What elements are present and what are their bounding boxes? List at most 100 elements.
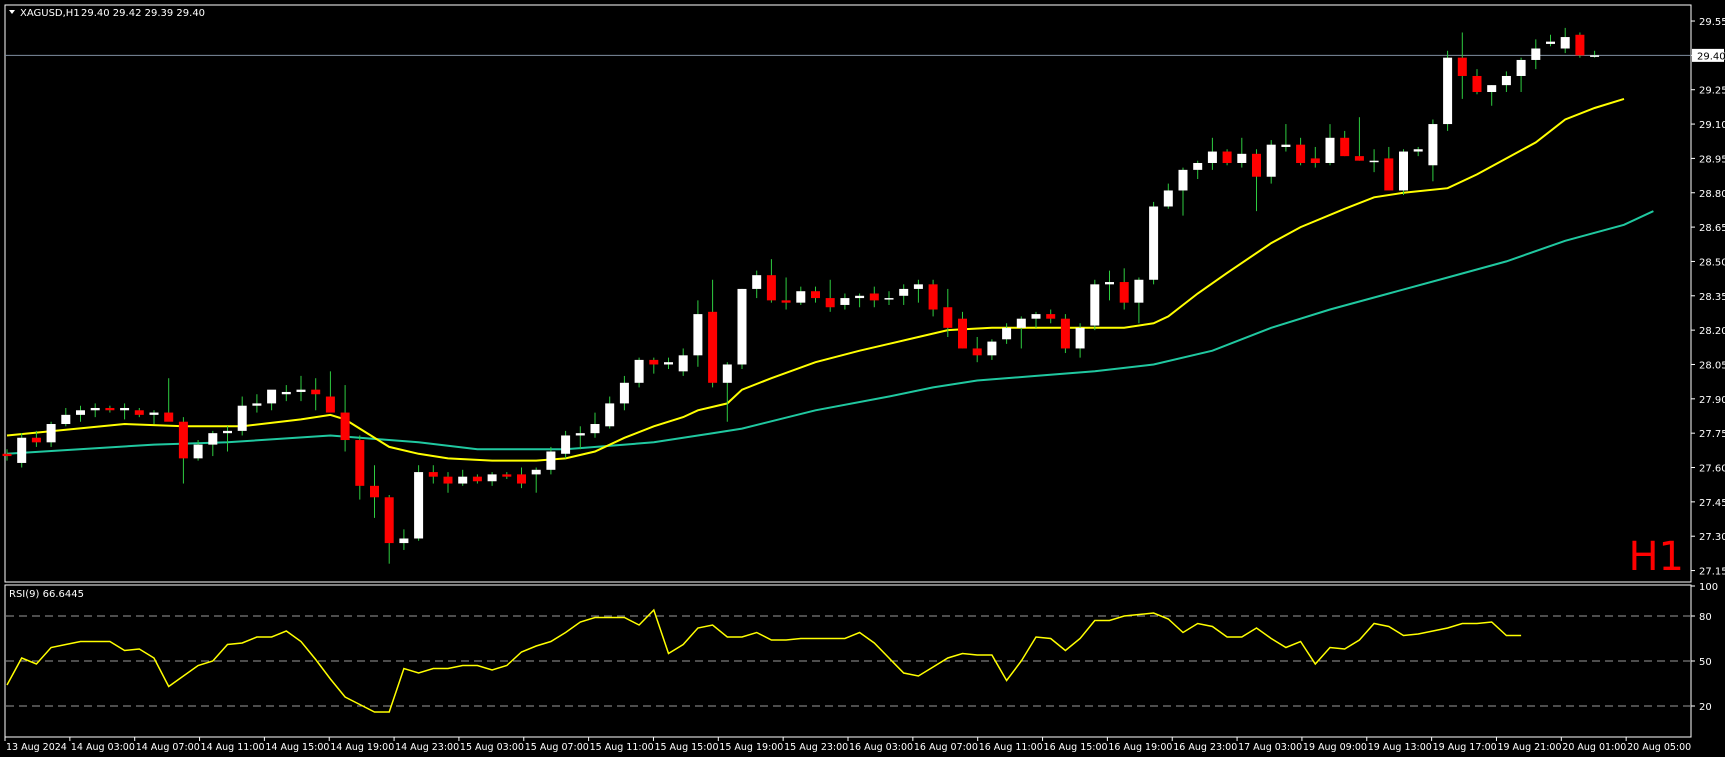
candle (1457, 32, 1467, 99)
candle (649, 357, 659, 374)
candle-body-bull (737, 288, 747, 365)
candle (1384, 146, 1394, 191)
candle (17, 433, 27, 468)
rsi-line (6, 608, 1522, 713)
time-tick-label: 16 Aug 03:00 (849, 742, 913, 753)
candle (31, 430, 41, 447)
candle (1193, 160, 1203, 180)
time-tick-label: 13 Aug 2024 (6, 742, 67, 753)
candle-body-bull (913, 284, 923, 289)
time-tick-label: 16 Aug 11:00 (979, 742, 1043, 753)
candle-body-bull (120, 407, 130, 411)
time-tick-label: 15 Aug 07:00 (525, 742, 589, 753)
candle (1340, 130, 1350, 157)
candle (1105, 270, 1114, 301)
candle (1031, 311, 1041, 328)
candle-body-bull (1016, 318, 1026, 328)
candle-body-bull (1237, 153, 1247, 163)
candle-body-bear (517, 474, 526, 484)
candle (1075, 323, 1085, 358)
candle (1354, 117, 1364, 161)
candle-body-bull (458, 476, 468, 484)
candle-body-bull (1516, 59, 1526, 76)
candle (325, 371, 335, 413)
candle (840, 293, 850, 310)
candle-body-bull (223, 430, 232, 434)
candle-body-bull (664, 362, 673, 365)
time-tick-label: 15 Aug 03:00 (460, 742, 524, 753)
time-tick-label: 14 Aug 07:00 (136, 742, 200, 753)
rsi-tick-label: 20 (1699, 702, 1712, 713)
candle (1487, 85, 1497, 106)
time-tick-label: 16 Aug 19:00 (1108, 742, 1172, 753)
candle-body-bear (1340, 137, 1350, 157)
candle (1266, 140, 1276, 184)
candle-body-bull (546, 451, 556, 470)
rsi-tick-label: 100 (1699, 582, 1718, 593)
price-tick-label: 29.25 (1699, 86, 1725, 97)
candle-body-bull (1531, 48, 1541, 60)
candle-body-bear (105, 407, 115, 411)
candle-body-bull (1413, 149, 1423, 152)
candle (120, 403, 130, 420)
candle (1443, 50, 1453, 131)
candle-body-bull (1546, 41, 1555, 44)
candle-body-bull (1428, 124, 1438, 166)
candle (1046, 309, 1056, 324)
price-tick-label: 28.65 (1699, 223, 1725, 234)
candle (958, 311, 967, 349)
candle (1016, 316, 1026, 349)
candle (987, 339, 997, 360)
time-tick-label: 14 Aug 23:00 (395, 742, 459, 753)
candle-body-bear (1252, 153, 1261, 177)
candle (472, 474, 482, 484)
candle-body-bull (252, 403, 262, 406)
time-tick-label: 20 Aug 05:00 (1627, 742, 1691, 753)
candle-body-bull (61, 414, 71, 425)
candle (208, 430, 218, 457)
candle (561, 430, 571, 459)
candle (193, 440, 203, 461)
candle-body-bear (428, 472, 438, 477)
candle-body-bull (1193, 162, 1203, 170)
candle-body-bear (928, 284, 938, 310)
candle-body-bull (575, 433, 585, 436)
candle (1575, 32, 1585, 58)
price-pane[interactable]: 29.55 29.40 29.25 29.10 28.95 28.80 28.65 28.50… (2, 4, 1725, 583)
candle-body-bear (443, 476, 453, 484)
candle-body-bull (296, 389, 306, 392)
candle-body-bull (1002, 327, 1012, 340)
price-tick-label: 28.50 (1699, 257, 1725, 268)
candle-body-bull (1090, 284, 1100, 326)
price-tick-label: 29.10 (1699, 120, 1725, 131)
candle (443, 472, 453, 493)
price-tick-label: 28.80 (1699, 189, 1725, 200)
time-tick-label: 20 Aug 01:00 (1562, 742, 1626, 753)
candle-body-bull (1325, 137, 1335, 163)
candle (1163, 183, 1173, 209)
candle (605, 396, 615, 429)
dropdown-triangle-icon[interactable] (9, 10, 15, 14)
candle (134, 407, 144, 418)
candle (384, 494, 394, 564)
candle (531, 467, 541, 493)
candle (1590, 50, 1600, 58)
moving-average-slow-line (6, 210, 1654, 455)
time-axis: 13 Aug 2024 14 Aug 03:00 14 Aug 07:00 14 Au… (4, 737, 1691, 753)
candle (296, 375, 306, 402)
price-tick-label: 29.55 (1699, 17, 1725, 28)
candle (1472, 69, 1482, 95)
candle-body-bull (1207, 151, 1217, 163)
candle-body-bull (840, 298, 850, 305)
price-tick-label: 27.15 (1699, 567, 1725, 578)
candle-body-bull (1443, 57, 1453, 125)
candle (267, 389, 277, 411)
candle-body-bull (237, 405, 247, 431)
candle (1237, 137, 1247, 168)
time-tick-label: 15 Aug 11:00 (590, 742, 654, 753)
candle-body-bull (1281, 144, 1291, 147)
candle (1252, 149, 1261, 212)
candle-body-bull (884, 298, 894, 300)
candle-body-bull (678, 355, 688, 372)
candle-body-bull (267, 389, 277, 404)
